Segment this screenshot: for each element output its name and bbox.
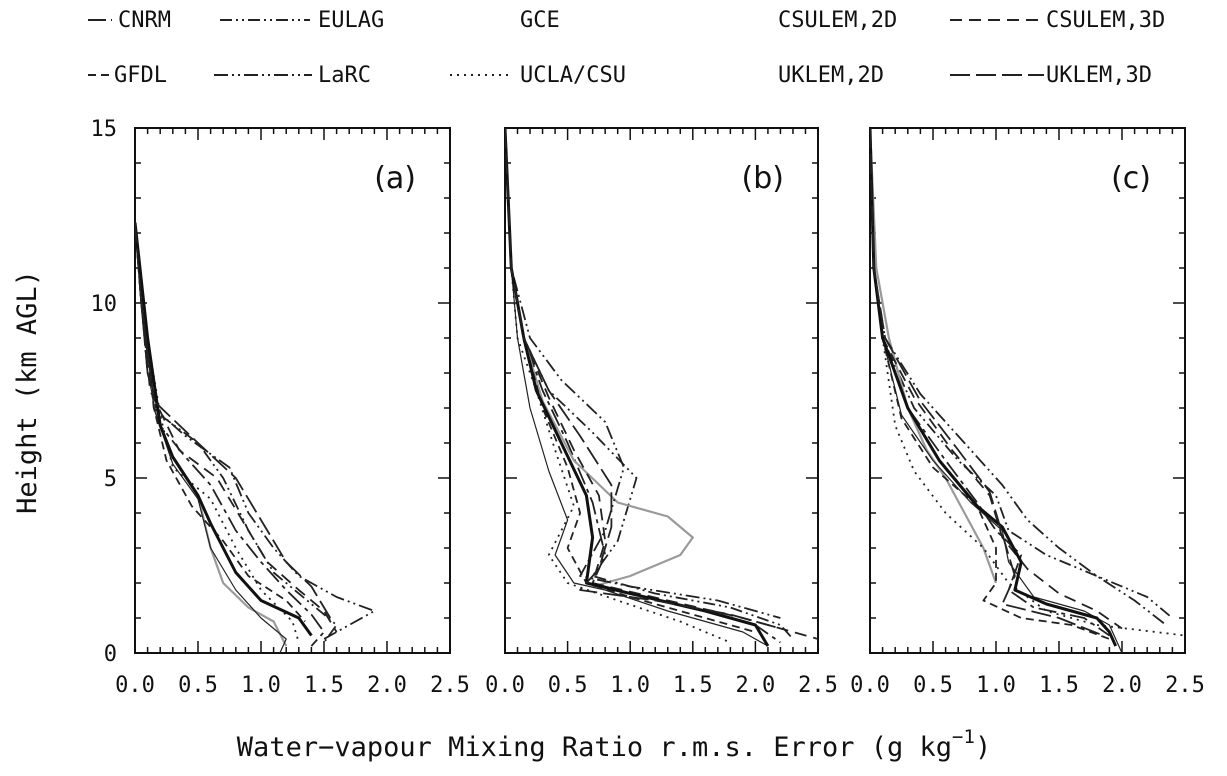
x-tick-label: 0.0 (485, 673, 525, 698)
y-axis-title: Height (km AGL) (12, 270, 43, 514)
panel-label: (c) (1111, 161, 1151, 196)
legend-label: UCLA/CSU (520, 63, 626, 88)
x-tick-label: 1.5 (304, 673, 344, 698)
legend-entry: GCE (520, 8, 560, 33)
series-line (870, 128, 1173, 619)
legend-entry: UCLA/CSU (450, 63, 626, 88)
x-tick-label: 2.0 (1102, 673, 1142, 698)
legend-label: GFDL (114, 63, 167, 88)
series-line (870, 128, 1118, 647)
x-tick-label: 1.5 (1039, 673, 1079, 698)
panel-label: (a) (374, 161, 416, 196)
panel-label: (b) (742, 161, 784, 196)
series-line (135, 222, 338, 644)
panel-3: 0.0 0.5 1.0 1.5 2.0 2.5 (c) (850, 127, 1205, 698)
x-tick-label: 1.0 (610, 673, 650, 698)
panel-1: 0.0 0.5 1.0 1.5 2.0 2.5 0 5 10 15 (a) (91, 117, 470, 698)
y-tick-label: 15 (91, 117, 118, 142)
series-line (505, 128, 770, 647)
legend-entry: UKLEM,3D (950, 63, 1152, 88)
series-line (135, 222, 376, 640)
x-axis-title-close: ) (975, 732, 991, 763)
x-tick-label: 2.5 (798, 673, 838, 698)
x-tick-label: 0.5 (178, 673, 218, 698)
series-line (870, 128, 1110, 637)
series-line (135, 222, 288, 647)
legend-entry: LaRC (214, 63, 371, 88)
series-line (870, 128, 1123, 630)
series-line (135, 222, 332, 619)
x-tick-label: 2.0 (736, 673, 776, 698)
panels: 0.0 0.5 1.0 1.5 2.0 2.5 0 5 10 15 (a) 0.0 0.5 1.0 1.5 2… (91, 117, 1205, 698)
series-line (135, 222, 306, 623)
x-axis-title: Water−vapour Mixing Ratio r.m.s. Error (… (237, 726, 991, 763)
series-line (135, 222, 287, 653)
series-line (505, 128, 781, 630)
x-tick-label: 0.5 (913, 673, 953, 698)
series-line (505, 128, 794, 640)
panel-frame (504, 127, 819, 654)
legend-entry: CSULEM,3D (950, 8, 1165, 33)
x-tick-label: 0.5 (548, 673, 588, 698)
x-tick-label: 1.0 (241, 673, 281, 698)
x-tick-label: 0.0 (850, 673, 890, 698)
x-tick-label: 1.0 (976, 673, 1016, 698)
legend-entry: CNRM (88, 8, 171, 33)
y-tick-label: 10 (91, 292, 118, 317)
legend-label: CSULEM,2D (778, 8, 897, 33)
legend-label: GCE (520, 8, 560, 33)
legend-entry: GFDL (88, 63, 167, 88)
y-tick-label: 0 (104, 642, 117, 667)
legend-entry: EULAG (220, 8, 384, 33)
legend-entry: CSULEM,2D (778, 8, 897, 33)
x-tick-label: 2.5 (430, 673, 470, 698)
legend-label: UKLEM,2D (778, 63, 884, 88)
series-line (505, 128, 756, 633)
panel-frame (869, 127, 1186, 654)
x-tick-label: 2.0 (367, 673, 407, 698)
series-line (870, 128, 998, 584)
x-tick-label: 0.0 (115, 673, 155, 698)
legend-label: CSULEM,3D (1046, 8, 1165, 33)
legend: CNRM EULAG GCE CSULEM,2D CSULEM,3D GFDL LaRC UC… (88, 8, 1165, 88)
panel-2: 0.0 0.5 1.0 1.5 2.0 2.5 (b) (485, 127, 838, 698)
y-tick-label: 5 (104, 467, 117, 492)
legend-label: CNRM (118, 8, 171, 33)
x-tick-label: 2.5 (1165, 673, 1205, 698)
legend-label: UKLEM,3D (1046, 63, 1152, 88)
x-axis-title-main: Water−vapour Mixing Ratio r.m.s. Error (… (237, 732, 952, 763)
series-line (505, 128, 769, 647)
x-tick-label: 1.5 (673, 673, 713, 698)
legend-label: LaRC (318, 63, 371, 88)
series-line (870, 128, 1104, 637)
x-axis-title-superscript: −1 (952, 726, 975, 748)
legend-entry: UKLEM,2D (778, 63, 884, 88)
legend-label: EULAG (318, 8, 384, 33)
series-line (505, 128, 781, 619)
series-line (870, 128, 1167, 626)
series-line (135, 222, 313, 637)
series-line (870, 128, 1185, 637)
panel-frame (134, 127, 451, 654)
